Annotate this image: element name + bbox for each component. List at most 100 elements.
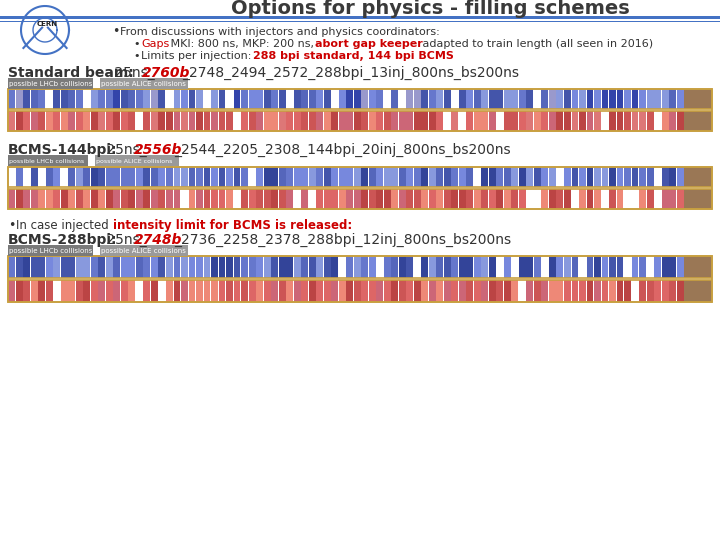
Bar	[68, 178, 76, 187]
Bar	[662, 292, 669, 302]
Bar	[204, 89, 210, 99]
Bar	[511, 199, 518, 209]
Bar	[76, 189, 83, 199]
Bar	[541, 292, 549, 302]
Bar	[654, 256, 661, 267]
Bar	[38, 122, 45, 131]
Bar	[294, 199, 300, 209]
Text: _2736_2258_2378_288bpi_12inj_800ns_bs200ns: _2736_2258_2378_288bpi_12inj_800ns_bs200…	[174, 233, 511, 247]
Bar	[204, 122, 210, 131]
Bar	[572, 292, 578, 302]
Bar	[451, 292, 458, 302]
Bar	[174, 178, 181, 187]
Bar	[53, 199, 60, 209]
Bar	[579, 89, 586, 99]
Bar	[189, 122, 195, 131]
Bar	[414, 89, 420, 99]
Bar	[99, 267, 105, 278]
Bar	[677, 256, 683, 267]
Bar	[196, 292, 203, 302]
Bar	[346, 267, 353, 278]
Bar	[654, 267, 661, 278]
Bar	[549, 167, 556, 177]
Bar	[579, 292, 586, 302]
Bar	[444, 267, 451, 278]
Bar	[189, 178, 195, 187]
Bar	[519, 178, 526, 187]
Bar	[482, 267, 488, 278]
Bar	[489, 178, 496, 187]
Bar	[106, 280, 113, 291]
Bar	[361, 122, 368, 131]
Bar	[8, 89, 712, 109]
Bar	[309, 256, 315, 267]
Bar	[534, 292, 541, 302]
Bar	[511, 292, 518, 302]
Bar	[271, 89, 278, 99]
Bar	[46, 267, 53, 278]
Bar	[61, 111, 68, 121]
Bar	[309, 267, 315, 278]
Bar	[504, 189, 510, 199]
Bar	[53, 267, 60, 278]
Bar	[631, 199, 639, 209]
Text: 2556b: 2556b	[134, 143, 182, 157]
Bar	[474, 267, 481, 278]
Bar	[158, 111, 166, 121]
Bar	[662, 199, 669, 209]
Bar	[23, 178, 30, 187]
Text: Standard beam:: Standard beam:	[8, 66, 134, 80]
Bar	[128, 189, 135, 199]
Bar	[451, 280, 458, 291]
Bar	[264, 178, 271, 187]
Bar	[114, 280, 120, 291]
Bar	[601, 178, 608, 187]
Bar	[53, 111, 60, 121]
Bar	[631, 167, 639, 177]
Bar	[331, 267, 338, 278]
Bar	[294, 99, 300, 109]
Bar	[264, 99, 271, 109]
Bar	[196, 280, 203, 291]
Bar	[16, 199, 23, 209]
Bar	[631, 99, 639, 109]
Bar	[95, 155, 179, 166]
Bar	[489, 189, 496, 199]
Bar	[631, 89, 639, 99]
Bar	[46, 89, 53, 99]
Bar	[99, 167, 105, 177]
Bar	[174, 280, 181, 291]
Bar	[391, 111, 398, 121]
Bar	[377, 178, 383, 187]
Bar	[467, 99, 473, 109]
Bar	[324, 189, 330, 199]
Bar	[331, 280, 338, 291]
Bar	[654, 99, 661, 109]
Bar	[534, 178, 541, 187]
Bar	[241, 280, 248, 291]
Bar	[204, 167, 210, 177]
Bar	[594, 199, 601, 209]
Bar	[624, 189, 631, 199]
Bar	[271, 167, 278, 177]
Bar	[467, 111, 473, 121]
Bar	[8, 111, 712, 131]
Bar	[624, 292, 631, 302]
Bar	[361, 99, 368, 109]
Bar	[151, 189, 158, 199]
Bar	[264, 122, 271, 131]
Bar	[511, 267, 518, 278]
Bar	[158, 189, 166, 199]
Bar	[444, 256, 451, 267]
Bar	[121, 89, 128, 99]
Bar	[23, 189, 30, 199]
Bar	[331, 122, 338, 131]
Bar	[151, 256, 158, 267]
Bar	[196, 89, 203, 99]
Bar	[414, 292, 420, 302]
Bar	[572, 99, 578, 109]
Bar	[519, 256, 526, 267]
Bar	[616, 199, 624, 209]
Text: •: •	[133, 39, 140, 49]
Bar	[143, 280, 150, 291]
